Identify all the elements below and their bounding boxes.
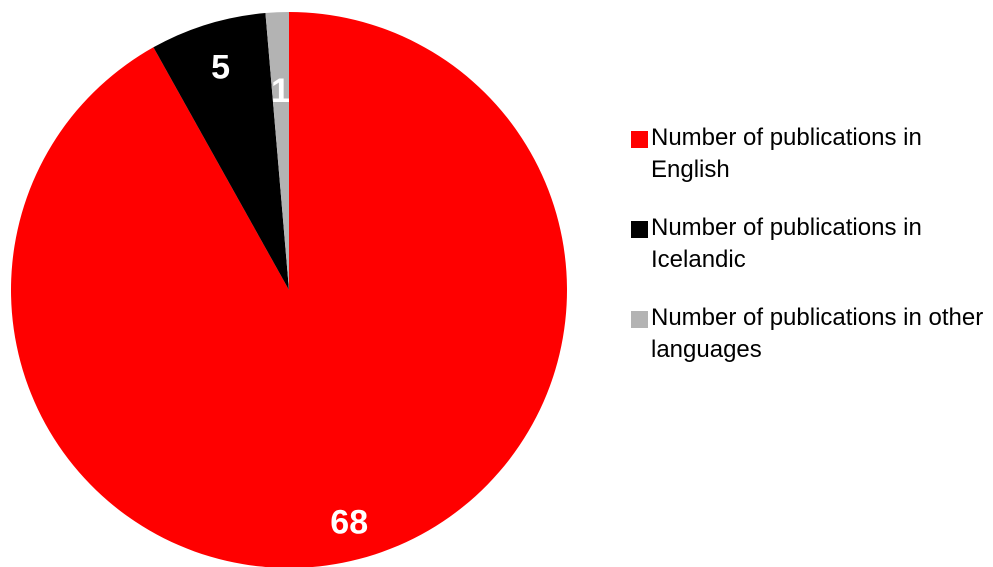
legend-item-other-languages: Number of publications in other language… <box>631 302 993 366</box>
legend-label-other-languages: Number of publications in other language… <box>651 304 984 363</box>
data-label-other-languages: 1 <box>271 72 290 110</box>
data-label-icelandic: 5 <box>211 49 230 87</box>
pie-plot-area: 68 5 1 <box>11 12 567 567</box>
data-label-english: 68 <box>330 503 368 541</box>
legend-item-icelandic: Number of publications in Icelandic <box>631 212 993 276</box>
pie-slice-icelandic <box>153 13 289 291</box>
pie-slice-other-languages <box>265 12 289 290</box>
legend-label-english: Number of publications in English <box>651 124 922 183</box>
legend-item-english: Number of publications in English <box>631 122 993 186</box>
legend-swatch-icelandic <box>631 221 648 238</box>
legend-label-icelandic: Number of publications in Icelandic <box>651 214 922 273</box>
legend-swatch-other-languages <box>631 311 648 328</box>
legend: Number of publications in English Number… <box>631 122 993 392</box>
legend-swatch-english <box>631 131 648 148</box>
pie-slice-english <box>11 12 567 567</box>
